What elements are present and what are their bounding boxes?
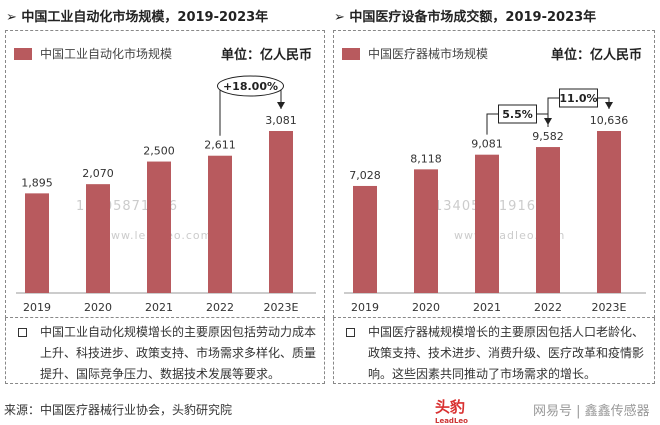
note-right: 中国医疗器械规模增长的主要原因包括人口老龄化、政策支持、技术进步、消费升级、医疗… — [333, 318, 655, 384]
data-label: 2,500 — [143, 145, 175, 158]
tick-label: 2022 — [534, 301, 562, 314]
bar — [475, 154, 499, 293]
growth-label: +18.00% — [223, 80, 278, 93]
source-text: 来源：中国医疗器械行业协会，头豹研究院 — [4, 403, 233, 417]
growth-badge — [217, 75, 284, 97]
growth-badge — [559, 88, 598, 108]
chart-panel-left: 中国工业自动化市场规模 单位：亿人民币 13405871916 www.lead… — [5, 30, 325, 318]
tick-label: 2020 — [84, 301, 112, 314]
tick-label: 2023E — [592, 301, 627, 314]
legend-swatch — [14, 47, 32, 60]
bar — [536, 147, 560, 293]
arrow-head-icon — [277, 102, 285, 109]
data-label: 1,895 — [21, 176, 53, 189]
tick-label: 2021 — [145, 301, 173, 314]
tick-label: 2021 — [473, 301, 501, 314]
bar — [269, 131, 293, 293]
bar — [597, 131, 621, 293]
data-label: 3,081 — [265, 114, 297, 127]
checkbox-bullet-icon — [18, 328, 27, 337]
bar — [208, 155, 232, 293]
bar — [414, 169, 438, 293]
data-label: 2,070 — [82, 167, 114, 180]
unit-label: 单位：亿人民币 — [220, 48, 312, 63]
bar — [353, 185, 377, 293]
bar — [86, 184, 110, 293]
data-label: 8,118 — [410, 152, 442, 165]
legend: 中国工业自动化市场规模 — [14, 45, 172, 62]
data-label: 2,611 — [204, 139, 236, 152]
checkbox-bullet-icon — [346, 328, 355, 337]
data-label: 10,636 — [590, 114, 629, 127]
arrow-head-icon — [605, 102, 613, 109]
data-label: 9,582 — [532, 130, 564, 143]
footer-watermark: 网易号 | 鑫鑫传感器 — [533, 404, 650, 419]
chart-panel-right: 中国医疗器械市场规模 单位：亿人民币 13405871916 www.leadl… — [333, 30, 655, 318]
unit-label: 单位：亿人民币 — [550, 48, 642, 63]
data-label: 9,081 — [471, 138, 503, 151]
legend: 中国医疗器械市场规模 — [342, 45, 488, 62]
bar — [147, 161, 171, 293]
tick-label: 2022 — [206, 301, 234, 314]
note-left: 中国工业自动化规模增长的主要原因包括劳动力成本上升、科技进步、政策支持、市场需求… — [5, 318, 325, 384]
tick-label: 2023E — [264, 301, 299, 314]
brand-logo: 头豹 LeadLeo — [435, 398, 468, 425]
tick-label: 2019 — [351, 301, 379, 314]
chart-title-left: ➢ 中国工业自动化市场规模，2019-2023年 — [6, 10, 269, 25]
tick-label: 2019 — [23, 301, 51, 314]
legend-swatch — [342, 47, 360, 60]
chart-left: 1,895 2019 2,070 2020 2,500 2021 2,611 2022 3,08… — [16, 75, 316, 314]
bar — [25, 193, 49, 293]
chart-right: 7,028 2019 8,118 2020 9,081 2021 9,582 2022 10,6… — [344, 88, 646, 314]
growth-label: 11.0% — [559, 92, 597, 105]
growth-badge — [498, 104, 537, 124]
tick-label: 2020 — [412, 301, 440, 314]
data-label: 7,028 — [349, 169, 381, 182]
chart-title-right: ➢ 中国医疗设备市场成交额，2019-2023年 — [334, 10, 597, 25]
growth-label: 5.5% — [502, 108, 533, 121]
